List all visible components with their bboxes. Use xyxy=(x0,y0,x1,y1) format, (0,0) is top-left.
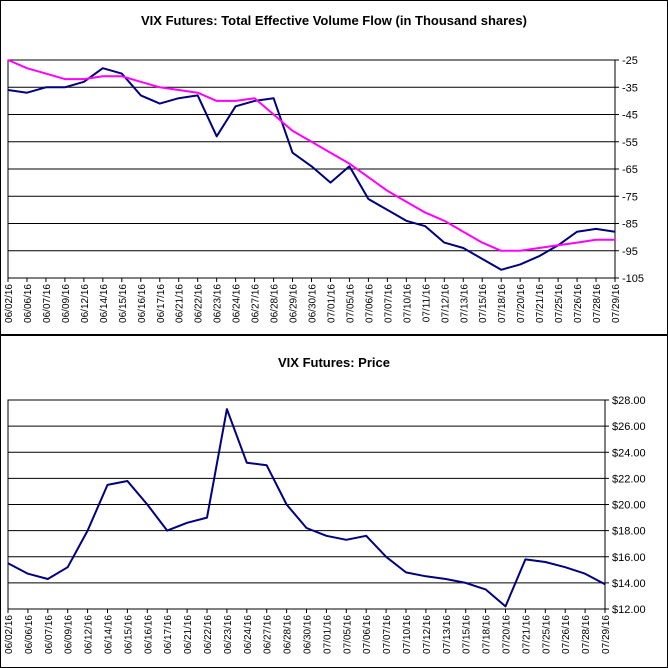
chart-title: VIX Futures: Total Effective Volume Flow… xyxy=(141,13,527,28)
x-tick-label: 06/15/16 xyxy=(118,284,129,323)
x-tick-label: 06/06/16 xyxy=(23,284,34,323)
y-tick-label: $18.00 xyxy=(612,526,646,538)
x-tick-label: 07/05/16 xyxy=(342,615,353,654)
y-tick-label: $28.00 xyxy=(612,395,646,407)
x-tick-label: 07/13/16 xyxy=(442,615,453,654)
x-tick-label: 07/26/16 xyxy=(561,615,572,654)
x-tick-label: 06/09/16 xyxy=(61,284,72,323)
x-tick-label: 06/07/16 xyxy=(44,615,55,654)
x-tick-label: 06/29/16 xyxy=(289,284,300,323)
y-tick-label: $14.00 xyxy=(612,578,646,590)
x-tick-label: 06/17/16 xyxy=(163,615,174,654)
x-tick-label: 07/10/16 xyxy=(402,284,413,323)
x-tick-label: 07/25/16 xyxy=(541,615,552,654)
x-tick-label: 06/17/16 xyxy=(156,284,167,323)
x-tick-label: 06/02/16 xyxy=(4,615,15,654)
x-tick-label: 07/29/16 xyxy=(601,615,612,654)
x-tick-label: 06/23/16 xyxy=(223,615,234,654)
y-tick-label: $12.00 xyxy=(612,604,646,616)
x-tick-label: 06/07/16 xyxy=(42,284,53,323)
x-tick-label: 07/18/16 xyxy=(497,284,508,323)
x-tick-label: 07/13/16 xyxy=(459,284,470,323)
x-tick-label: 07/15/16 xyxy=(462,615,473,654)
x-tick-label: 07/15/16 xyxy=(478,284,489,323)
series-line-0 xyxy=(7,408,606,608)
x-tick-label: 06/28/16 xyxy=(283,615,294,654)
x-tick-label: 07/12/16 xyxy=(440,284,451,323)
x-tick-label: 07/07/16 xyxy=(382,615,393,654)
x-tick-label: 07/01/16 xyxy=(322,615,333,654)
y-tick-label: -85 xyxy=(622,219,638,231)
y-tick-label: $24.00 xyxy=(612,447,646,459)
x-tick-label: 06/23/16 xyxy=(213,284,224,323)
x-tick-label: 06/22/16 xyxy=(203,615,214,654)
x-tick-label: 07/07/16 xyxy=(383,284,394,323)
x-tick-label: 06/12/16 xyxy=(84,615,95,654)
x-tick-label: 07/18/16 xyxy=(482,615,493,654)
x-tick-label: 06/16/16 xyxy=(143,615,154,654)
x-tick-label: 07/12/16 xyxy=(422,615,433,654)
y-tick-label: $26.00 xyxy=(612,421,646,433)
x-tick-label: 07/28/16 xyxy=(592,284,603,323)
x-tick-label: 07/25/16 xyxy=(554,284,565,323)
x-tick-label: 06/15/16 xyxy=(123,615,134,654)
y-tick-label: -95 xyxy=(622,246,638,258)
x-tick-label: 07/06/16 xyxy=(362,615,373,654)
y-tick-label: -35 xyxy=(622,82,638,94)
y-tick-label: $16.00 xyxy=(612,552,646,564)
y-tick-label: $20.00 xyxy=(612,500,646,512)
x-tick-label: 07/01/16 xyxy=(326,284,337,323)
x-tick-label: 07/21/16 xyxy=(535,284,546,323)
y-tick-label: -55 xyxy=(622,137,638,149)
x-tick-label: 07/26/16 xyxy=(573,284,584,323)
x-tick-label: 07/28/16 xyxy=(581,615,592,654)
x-tick-label: 06/27/16 xyxy=(251,284,262,323)
x-tick-label: 06/12/16 xyxy=(80,284,91,323)
x-tick-label: 06/30/16 xyxy=(303,615,314,654)
x-tick-label: 06/21/16 xyxy=(183,615,194,654)
x-tick-label: 07/06/16 xyxy=(364,284,375,323)
y-tick-label: -25 xyxy=(622,55,638,67)
x-tick-label: 06/14/16 xyxy=(104,615,115,654)
volume-flow-chart-panel: VIX Futures: Total Effective Volume Flow… xyxy=(0,0,668,335)
x-tick-label: 06/21/16 xyxy=(175,284,186,323)
price-chart: $12.00 $14.00 $16.00 $18.00 $20.00 $22.00 $24.… xyxy=(4,395,646,654)
series-line-1 xyxy=(7,59,615,252)
x-tick-label: 06/24/16 xyxy=(243,615,254,654)
x-tick-label: 07/29/16 xyxy=(611,284,622,323)
x-tick-label: 06/06/16 xyxy=(24,615,35,654)
y-tick-label: -105 xyxy=(622,273,644,285)
x-tick-label: 06/02/16 xyxy=(4,284,15,323)
x-tick-label: 07/20/16 xyxy=(516,284,527,323)
x-tick-label: 06/22/16 xyxy=(194,284,205,323)
y-tick-label: -75 xyxy=(622,191,638,203)
x-tick-label: 07/05/16 xyxy=(345,284,356,323)
y-tick-label: -45 xyxy=(622,110,638,122)
x-tick-label: 06/09/16 xyxy=(64,615,75,654)
volume-flow-chart: -25 -35 -45 -55 -65 -75 -85 -95 -105 06/02/16 06/0… xyxy=(4,55,644,323)
x-tick-label: 06/24/16 xyxy=(232,284,243,323)
x-tick-label: 07/10/16 xyxy=(402,615,413,654)
x-tick-label: 06/16/16 xyxy=(137,284,148,323)
x-tick-label: 06/14/16 xyxy=(99,284,110,323)
x-tick-label: 07/21/16 xyxy=(521,615,532,654)
x-tick-label: 07/20/16 xyxy=(502,615,513,654)
x-tick-label: 06/30/16 xyxy=(308,284,319,323)
y-tick-label: -65 xyxy=(622,164,638,176)
x-tick-label: 06/27/16 xyxy=(263,615,274,654)
x-tick-label: 07/11/16 xyxy=(421,284,432,323)
price-chart-panel: VIX Futures: Price $12.00 $14.00 $16.00 $18… xyxy=(0,335,668,668)
x-tick-label: 06/28/16 xyxy=(270,284,281,323)
y-tick-label: $22.00 xyxy=(612,473,646,485)
series-line-0 xyxy=(7,67,616,271)
chart-title: VIX Futures: Price xyxy=(278,355,390,370)
